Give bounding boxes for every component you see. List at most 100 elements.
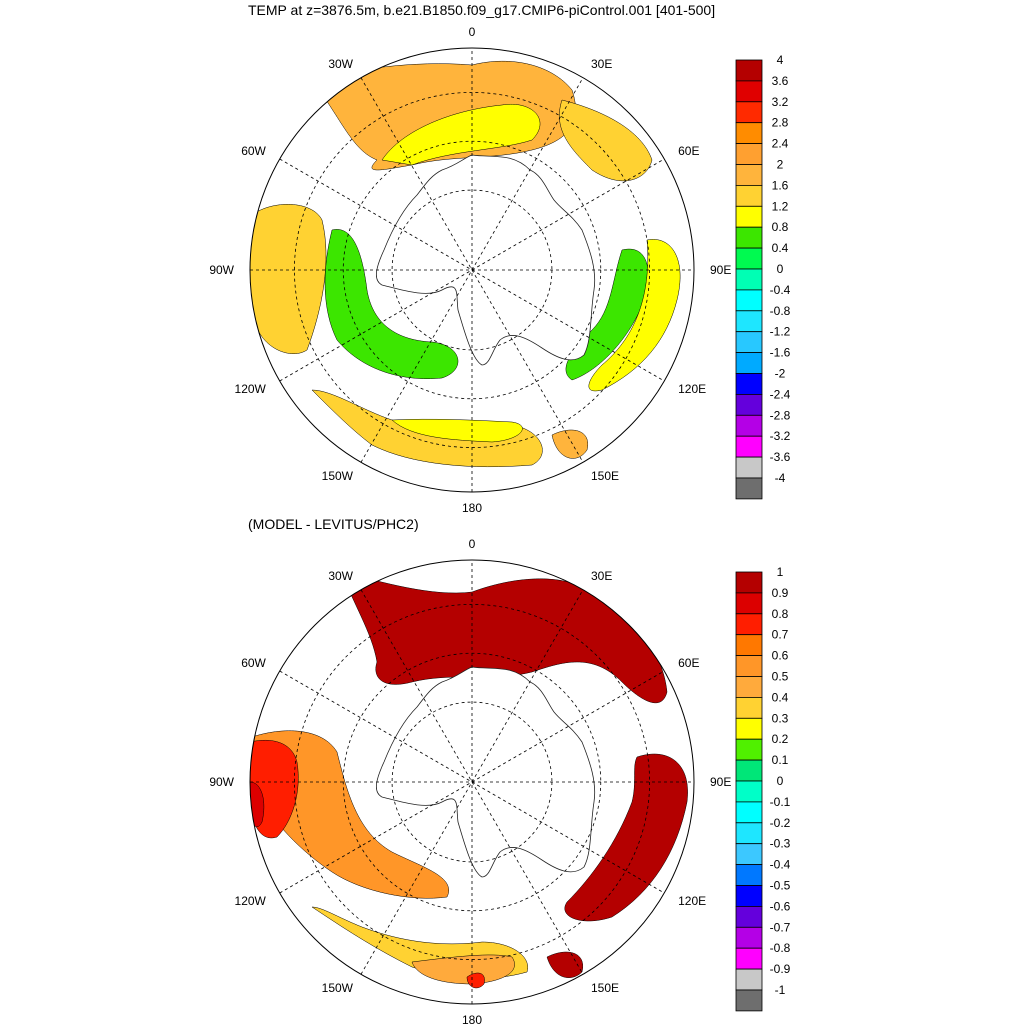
colorbar-label: -0.4 (770, 283, 791, 297)
colorbar-label: 0.4 (772, 241, 789, 255)
colorbar-label: -0.8 (770, 304, 791, 318)
colorbar-swatch (735, 268, 763, 291)
colorbar-swatch (735, 310, 763, 333)
colorbar-swatch (735, 696, 763, 719)
colorbar-swatch (735, 634, 763, 656)
colorbar-swatch (735, 80, 763, 103)
colorbar-swatch (735, 571, 763, 594)
colorbar-label: -0.5 (770, 879, 791, 893)
contour-region (564, 753, 688, 922)
colorbar-label: 1.6 (772, 178, 789, 192)
longitude-label: 150W (322, 469, 354, 483)
colorbar-label: -1 (775, 983, 786, 997)
colorbar-swatch (735, 780, 763, 803)
colorbar-label: 3.6 (772, 74, 789, 88)
colorbar-label: 0.2 (772, 732, 789, 746)
contour-region (341, 571, 668, 703)
colorbar-swatch (735, 414, 763, 437)
colorbar-label: 2.8 (772, 116, 789, 130)
bottom-map-panel: (MODEL - LEVITUS/PHC2) 0 30E 60E 90E 120E 150… (0, 512, 1024, 1024)
antarctica-coastline (375, 154, 596, 366)
colorbar-label: 1 (777, 565, 784, 579)
colorbar-swatch (735, 184, 763, 207)
colorbar-swatch (735, 101, 763, 124)
colorbar-swatch (735, 717, 763, 740)
longitude-label: 90E (710, 775, 731, 789)
longitude-label: 120E (678, 894, 706, 908)
colorbar-label: -1.6 (770, 346, 791, 360)
longitude-label: 30E (591, 57, 612, 71)
colorbar-label: -0.7 (770, 920, 791, 934)
map-boundary (249, 559, 695, 1005)
colorbar-label: 0.3 (772, 711, 789, 725)
colorbar-swatch (735, 864, 763, 886)
colorbar-label: -1.2 (770, 325, 791, 339)
antarctica-coastline (375, 666, 596, 878)
contour-region (411, 954, 515, 985)
colorbar-swatch (735, 122, 763, 144)
longitude-label: 90W (209, 775, 234, 789)
meridian-gridline (360, 77, 584, 463)
colorbar-label: 0.8 (772, 607, 789, 621)
colorbar-label: 0.5 (772, 670, 789, 684)
colorbar-swatch (735, 59, 763, 82)
colorbar-swatch (735, 373, 763, 395)
colorbar-swatch (735, 989, 763, 1012)
colorbar-label: 3.2 (772, 95, 789, 109)
colorbar-label: 2.4 (772, 137, 789, 151)
longitude-label: 60E (678, 656, 699, 670)
bottom-polar-map: 0 30E 60E 90E 120E 150E 180 150W 120W 90W 60W 30W 1 0… (209, 537, 791, 1024)
colorbar-label: 0.7 (772, 628, 789, 642)
shaded-fields (250, 571, 688, 989)
colorbar-label: -0.9 (770, 962, 791, 976)
longitude-label: 150E (591, 469, 619, 483)
colorbar-label: -2 (775, 367, 786, 381)
longitude-label: 150E (591, 981, 619, 995)
colorbar-swatch (735, 759, 763, 782)
colorbar-swatch (735, 226, 763, 249)
map-boundary (249, 47, 695, 493)
colorbar-swatch (735, 456, 763, 479)
colorbar-label: 0.8 (772, 220, 789, 234)
colorbar-label: 0.9 (772, 586, 789, 600)
colorbar-swatch (735, 947, 763, 970)
colorbar-swatch (735, 331, 763, 354)
colorbar-label: -0.8 (770, 941, 791, 955)
colorbar-swatch (735, 655, 763, 677)
longitude-label: 60W (241, 144, 266, 158)
meridian-gridline (360, 589, 584, 975)
colorbar-label: -2.8 (770, 408, 791, 422)
longitude-label: 30W (328, 569, 353, 583)
top-map-panel: TEMP at z=3876.5m, b.e21.B1850.f09_g17.C… (209, 2, 791, 512)
colorbar-label: 0 (777, 262, 784, 276)
colorbar-swatch (735, 822, 763, 845)
longitude-label: 30E (591, 569, 612, 583)
colorbar-swatch (735, 247, 763, 270)
colorbar-swatch (735, 164, 763, 186)
colorbar-label: -2.4 (770, 387, 791, 401)
colorbar-label: -0.6 (770, 899, 791, 913)
colorbar-label: -4 (775, 471, 786, 485)
colorbar-swatch (735, 592, 763, 615)
longitude-label: 60W (241, 656, 266, 670)
contour-region (551, 429, 589, 459)
colorbar-swatch (735, 289, 763, 312)
colorbar-swatch (735, 801, 763, 824)
longitude-label: 60E (678, 144, 699, 158)
contour-region (250, 204, 327, 354)
colorbar-label: 1.2 (772, 199, 789, 213)
colorbar-swatch (735, 205, 763, 228)
contour-region (466, 972, 485, 989)
contour-region (559, 99, 653, 182)
contour-region (391, 418, 523, 443)
longitude-label: 150W (322, 981, 354, 995)
colorbar: 1 0.9 0.8 0.7 0.6 0.5 0.4 0.3 0.2 0.1 0 -0.1 -0.2 -0.… (735, 565, 791, 1012)
top-polar-map: 0 30E 60E 90E 120E 150E 180 150W 120W 90W 60W 30W 4 3… (209, 25, 791, 512)
longitude-label: 90E (710, 263, 731, 277)
colorbar-swatch (735, 905, 763, 928)
longitude-label: 0 (469, 25, 476, 39)
colorbar-label: -0.3 (770, 837, 791, 851)
colorbar: 4 3.6 3.2 2.8 2.4 2 1.6 1.2 0.8 0.4 0 -0.4 -0.8 -1.2 -… (735, 53, 791, 500)
contour-region (324, 229, 459, 379)
colorbar-swatch (735, 143, 763, 165)
